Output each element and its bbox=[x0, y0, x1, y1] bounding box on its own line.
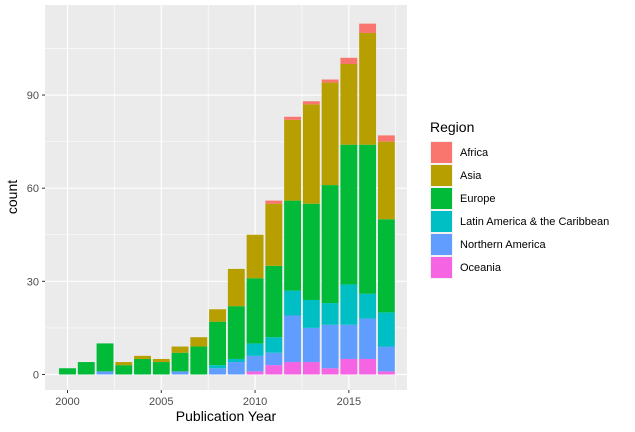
bar-latin-america-the-caribbean-2012 bbox=[284, 290, 302, 316]
bar-asia-2006 bbox=[171, 346, 189, 353]
bar-northern-america-2014 bbox=[321, 324, 339, 369]
bar-asia-2016 bbox=[359, 32, 377, 145]
bar-asia-2012 bbox=[284, 119, 302, 201]
legend-label-asia: Asia bbox=[460, 170, 482, 182]
bar-asia-2008 bbox=[209, 309, 226, 322]
bar-asia-2014 bbox=[321, 82, 339, 186]
bar-northern-america-2017 bbox=[377, 346, 395, 372]
legend-swatch-africa bbox=[431, 142, 452, 163]
bar-oceania-2012 bbox=[284, 362, 302, 375]
legend-title: Region bbox=[430, 119, 474, 135]
bar-africa-2012 bbox=[284, 116, 302, 120]
bar-latin-america-the-caribbean-2010 bbox=[246, 343, 264, 356]
bar-oceania-2015 bbox=[340, 358, 358, 375]
bar-europe-2007 bbox=[190, 346, 208, 375]
y-tick-label: 30 bbox=[27, 276, 39, 288]
bar-asia-2005 bbox=[152, 358, 170, 363]
bar-europe-2002 bbox=[96, 343, 114, 372]
x-axis: 2000 2005 2010 2015 bbox=[55, 390, 361, 408]
bar-europe-2013 bbox=[302, 203, 320, 300]
bar-latin-america-the-caribbean-2017 bbox=[377, 312, 395, 347]
bar-northern-america-2015 bbox=[340, 324, 358, 359]
legend-swatch-oceania bbox=[431, 257, 452, 278]
bar-europe-2012 bbox=[284, 200, 302, 291]
x-axis-title: Publication Year bbox=[176, 408, 277, 424]
bar-northern-america-2010 bbox=[246, 355, 264, 372]
bar-asia-2003 bbox=[115, 362, 133, 366]
bar-asia-2010 bbox=[246, 234, 264, 279]
legend-label-northern-america: Northern America bbox=[460, 239, 546, 251]
bar-asia-2011 bbox=[265, 203, 283, 266]
bar-europe-2017 bbox=[377, 219, 395, 313]
legend-swatch-latin-america-the-caribbean bbox=[431, 211, 452, 232]
bar-africa-2015 bbox=[340, 57, 358, 64]
bar-europe-2003 bbox=[115, 365, 133, 375]
bar-northern-america-2008 bbox=[209, 368, 226, 375]
x-tick-label: 2010 bbox=[243, 396, 267, 408]
bar-africa-2011 bbox=[265, 200, 283, 204]
bar-latin-america-the-caribbean-2015 bbox=[340, 284, 358, 325]
bar-europe-2001 bbox=[77, 362, 95, 375]
bar-latin-america-the-caribbean-2009 bbox=[227, 358, 245, 363]
bar-oceania-2013 bbox=[302, 362, 320, 375]
bar-europe-2016 bbox=[359, 144, 377, 294]
bar-oceania-2016 bbox=[359, 358, 377, 375]
legend-swatch-asia bbox=[431, 165, 452, 186]
bar-europe-2010 bbox=[246, 278, 264, 344]
bar-northern-america-2011 bbox=[265, 352, 283, 366]
bar-latin-america-the-caribbean-2016 bbox=[359, 293, 377, 319]
bar-latin-america-the-caribbean-2011 bbox=[265, 337, 283, 353]
legend: Region Africa Asia Europe Latin America & t… bbox=[430, 119, 609, 279]
bar-latin-america-the-caribbean-2008 bbox=[209, 365, 226, 369]
bar-asia-2009 bbox=[227, 268, 245, 307]
legend-swatch-europe bbox=[431, 188, 452, 209]
bar-europe-2006 bbox=[171, 352, 189, 372]
bar-northern-america-2006 bbox=[171, 371, 189, 375]
y-tick-label: 0 bbox=[33, 369, 39, 381]
bar-northern-america-2016 bbox=[359, 318, 377, 359]
bar-northern-america-2002 bbox=[96, 371, 114, 375]
bar-europe-2015 bbox=[340, 144, 358, 285]
bar-asia-2007 bbox=[190, 337, 208, 347]
bar-northern-america-2012 bbox=[284, 315, 302, 363]
bar-africa-2017 bbox=[377, 135, 395, 142]
bar-europe-2005 bbox=[152, 362, 170, 375]
y-tick-label: 90 bbox=[27, 90, 39, 102]
y-axis-title: count bbox=[4, 180, 20, 214]
bar-oceania-2010 bbox=[246, 371, 264, 375]
x-tick-label: 2005 bbox=[149, 396, 173, 408]
bar-asia-2004 bbox=[134, 355, 151, 359]
legend-label-latin-america-the-caribbean: Latin America & the Caribbean bbox=[460, 216, 609, 228]
bar-oceania-2017 bbox=[377, 371, 395, 375]
bar-asia-2015 bbox=[340, 63, 358, 145]
y-axis: 0 30 60 90 bbox=[27, 90, 45, 381]
bar-asia-2013 bbox=[302, 104, 320, 204]
x-tick-label: 2000 bbox=[55, 396, 79, 408]
grid-minor bbox=[45, 5, 407, 390]
bar-europe-2014 bbox=[321, 185, 339, 304]
bar-africa-2013 bbox=[302, 101, 320, 105]
x-tick-label: 2015 bbox=[337, 396, 361, 408]
bar-africa-2016 bbox=[359, 23, 377, 33]
legend-swatch-northern-america bbox=[431, 234, 452, 255]
bar-latin-america-the-caribbean-2014 bbox=[321, 303, 339, 325]
bar-asia-2017 bbox=[377, 141, 395, 220]
bar-latin-america-the-caribbean-2013 bbox=[302, 299, 320, 328]
legend-label-oceania: Oceania bbox=[460, 262, 502, 274]
bars bbox=[59, 23, 395, 375]
bar-africa-2014 bbox=[321, 79, 339, 83]
bar-oceania-2011 bbox=[265, 365, 283, 375]
bar-europe-2004 bbox=[134, 358, 151, 375]
bar-northern-america-2013 bbox=[302, 327, 320, 363]
bar-oceania-2014 bbox=[321, 368, 339, 375]
bar-northern-america-2009 bbox=[227, 362, 245, 375]
bar-europe-2009 bbox=[227, 306, 245, 359]
legend-label-africa: Africa bbox=[460, 147, 489, 159]
bar-europe-2008 bbox=[209, 321, 226, 366]
bar-europe-2000 bbox=[59, 368, 76, 375]
bar-europe-2011 bbox=[265, 265, 283, 338]
legend-label-europe: Europe bbox=[460, 193, 495, 205]
y-tick-label: 60 bbox=[27, 183, 39, 195]
